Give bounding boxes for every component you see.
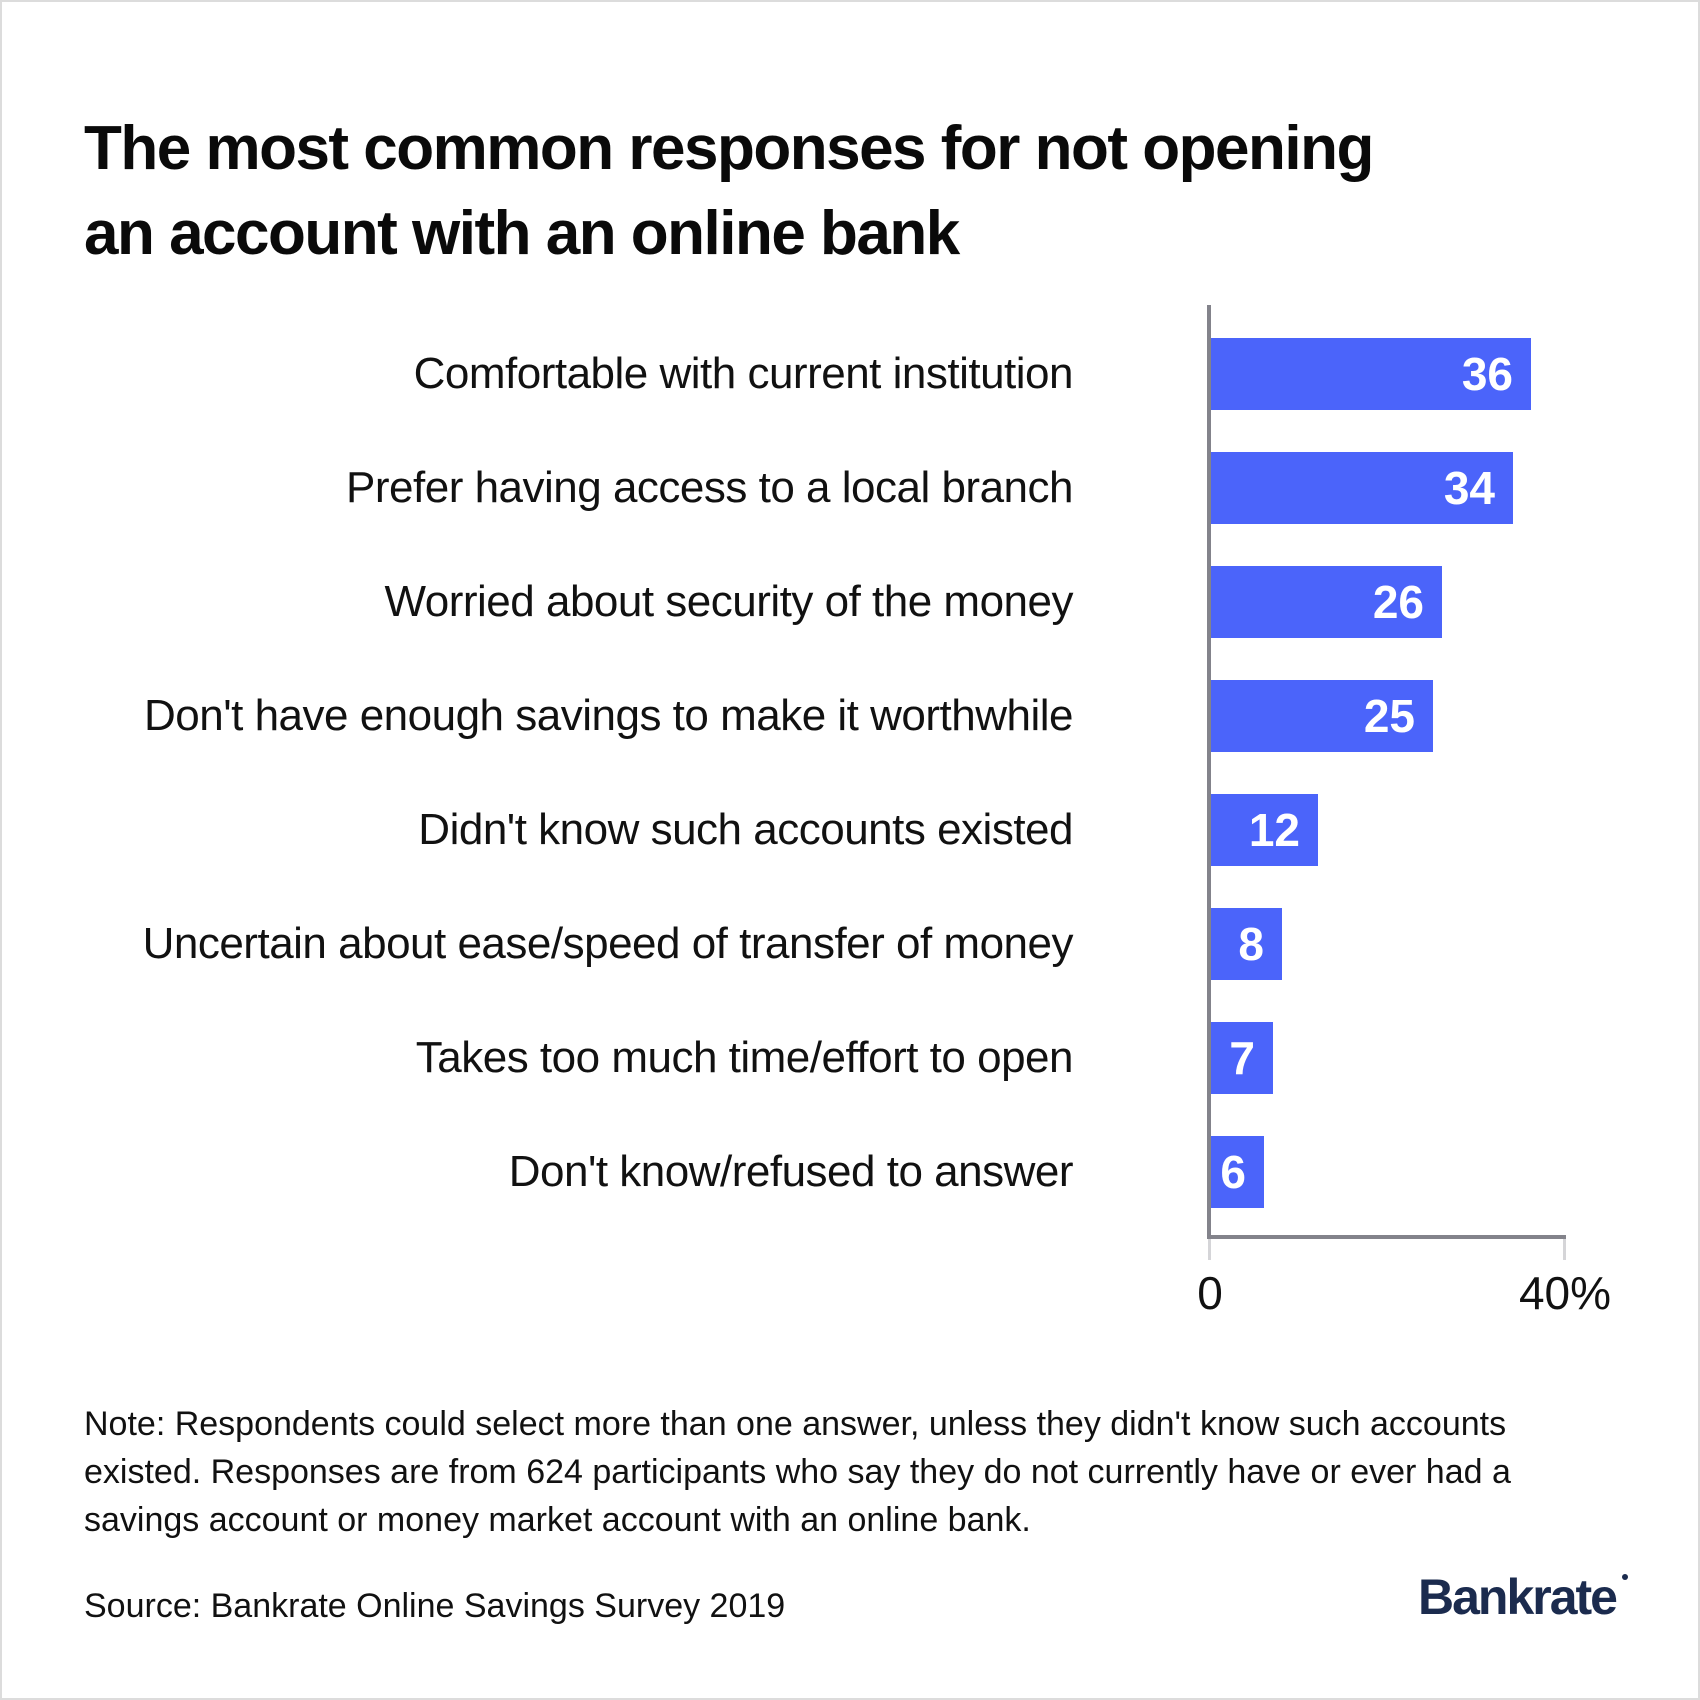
bar: 26 — [1211, 566, 1442, 638]
bar: 34 — [1211, 452, 1513, 524]
category-label: Uncertain about ease/speed of transfer o… — [142, 919, 1074, 968]
bar: 6 — [1211, 1136, 1264, 1208]
bar-row: Didn't know such accounts existed 12 — [2, 794, 1698, 866]
bar: 25 — [1211, 680, 1433, 752]
footnote: Note: Respondents could select more than… — [84, 1400, 1511, 1544]
bar: 8 — [1211, 908, 1282, 980]
category-label: Takes too much time/effort to open — [415, 1033, 1074, 1082]
bar-value-label: 12 — [1248, 804, 1300, 856]
bar: 7 — [1211, 1022, 1273, 1094]
x-axis-line — [1207, 1235, 1566, 1239]
bar: 12 — [1211, 794, 1318, 866]
chart-title: The most common responses for not openin… — [84, 106, 1374, 276]
bar-value-label: 8 — [1238, 918, 1264, 970]
category-label: Worried about security of the money — [384, 577, 1074, 626]
category-label: Didn't know such accounts existed — [418, 805, 1073, 854]
bar-row: Don't have enough savings to make it wor… — [2, 680, 1698, 752]
y-axis-line — [1207, 305, 1211, 1239]
category-label: Don't have enough savings to make it wor… — [144, 691, 1074, 740]
bankrate-logo: Bankrate — [1418, 1568, 1628, 1626]
bar: 36 — [1211, 338, 1531, 410]
bar-value-label: 36 — [1461, 348, 1513, 400]
bar-row: Comfortable with current institution 36 — [2, 338, 1698, 410]
chart-title-line-1: The most common responses for not openin… — [84, 113, 1374, 183]
x-axis-tick-0 — [1208, 1239, 1211, 1260]
bar-row: Takes too much time/effort to open 7 — [2, 1022, 1698, 1094]
bar-row: Worried about security of the money 26 — [2, 566, 1698, 638]
bar-value-label: 25 — [1363, 690, 1415, 742]
bankrate-logo-text: Bankrate — [1418, 1569, 1618, 1625]
category-label: Comfortable with current institution — [413, 349, 1074, 398]
bar-row: Don't know/refused to answer 6 — [2, 1136, 1698, 1208]
chart-title-line-2: an account with an online bank — [84, 198, 960, 268]
x-axis-tick-label-40: 40% — [1518, 1267, 1612, 1319]
bar-value-label: 6 — [1220, 1146, 1246, 1198]
registered-mark-dot — [1622, 1574, 1628, 1580]
bar-value-label: 26 — [1372, 576, 1424, 628]
footnote-line-2: existed. Responses are from 624 particip… — [84, 1453, 1511, 1491]
bar-row: Prefer having access to a local branch 3… — [2, 452, 1698, 524]
category-label: Don't know/refused to answer — [508, 1147, 1074, 1196]
source-credit: Source: Bankrate Online Savings Survey 2… — [84, 1587, 786, 1625]
bar-value-label: 34 — [1443, 462, 1495, 514]
bar-value-label: 7 — [1229, 1032, 1255, 1084]
footnote-line-3: savings account or money market account … — [84, 1501, 1031, 1539]
bar-row: Uncertain about ease/speed of transfer o… — [2, 908, 1698, 980]
x-axis-tick-label-0: 0 — [1197, 1267, 1223, 1319]
footnote-line-1: Note: Respondents could select more than… — [84, 1405, 1507, 1443]
x-axis-tick-40 — [1563, 1239, 1566, 1260]
category-label: Prefer having access to a local branch — [346, 463, 1073, 512]
